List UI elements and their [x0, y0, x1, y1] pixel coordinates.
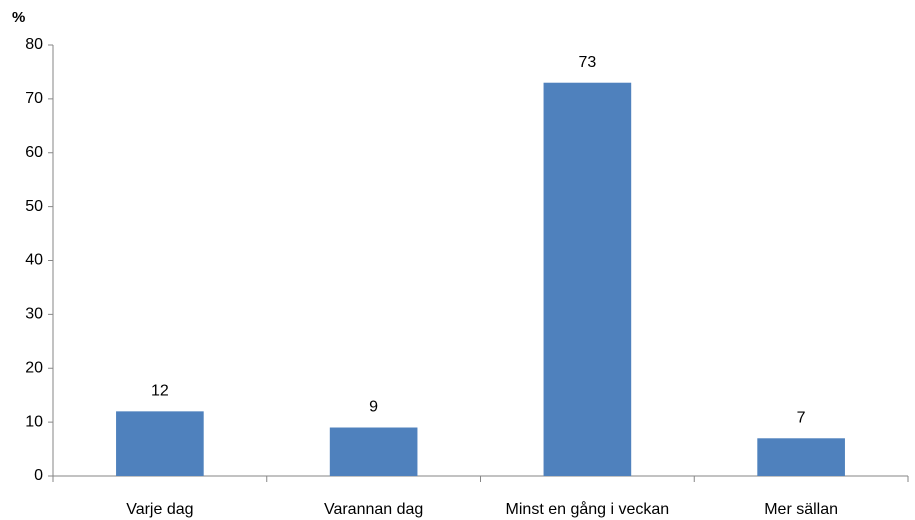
- data-label: 73: [578, 54, 596, 71]
- bar: [757, 438, 845, 476]
- bar: [329, 427, 418, 476]
- y-tick-label: 50: [25, 198, 43, 215]
- y-tick-label: 20: [25, 359, 43, 376]
- y-tick-label: 10: [25, 413, 43, 430]
- data-label: 7: [797, 410, 806, 427]
- y-tick-label: 60: [25, 144, 43, 161]
- bar: [116, 411, 204, 476]
- x-tick-label: Minst en gång i veckan: [506, 500, 670, 518]
- data-label: 12: [151, 383, 169, 400]
- y-tick-label: 70: [25, 90, 43, 107]
- bar: [543, 82, 632, 477]
- x-tick-label: Varannan dag: [324, 501, 423, 518]
- x-tick-label: Mer sällan: [764, 501, 838, 518]
- data-label: 9: [369, 399, 378, 416]
- y-axis-label: %: [12, 9, 25, 26]
- y-tick-label: 80: [25, 36, 43, 53]
- y-tick-label: 0: [34, 467, 43, 484]
- x-tick-label: Varje dag: [126, 501, 193, 518]
- y-tick-label: 40: [25, 252, 43, 269]
- y-tick-label: 30: [25, 306, 43, 323]
